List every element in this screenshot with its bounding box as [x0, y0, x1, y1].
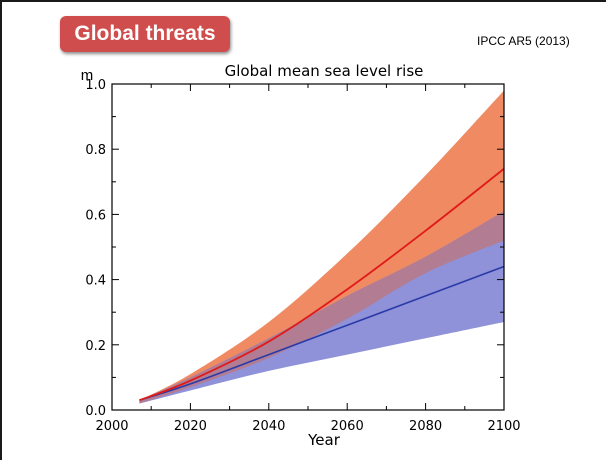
x-tick-label: 2100	[487, 419, 520, 434]
uncertainty-bands	[139, 90, 504, 404]
y-axis-unit: m	[81, 67, 94, 84]
red-median-line	[139, 168, 505, 402]
x-axis-label: Year	[307, 431, 341, 449]
median-lines	[139, 168, 505, 402]
x-tick-label: 2080	[409, 419, 442, 434]
y-tick-label: 0.8	[85, 143, 106, 158]
y-tick-label: 1.0	[85, 78, 106, 93]
slide-tag: Global threats	[60, 16, 230, 52]
y-tick-label: 0.4	[85, 274, 106, 289]
axis-ticks: 2000 2020 2040 2060 2080 2100 0.0 0.2 0.4 0.6 0.8 1…	[85, 78, 520, 434]
red-uncertainty-band	[139, 90, 504, 404]
blue-median-line	[139, 265, 505, 401]
x-tick-label: 2060	[331, 419, 364, 434]
x-tick-label: 2000	[95, 419, 128, 434]
x-tick-label: 2040	[252, 419, 285, 434]
band-overlap	[139, 211, 504, 404]
y-tick-label: 0.6	[85, 208, 106, 223]
chart-title: Global mean sea level rise	[225, 62, 424, 80]
y-tick-label: 0.2	[85, 339, 106, 354]
y-tick-label: 0.0	[85, 404, 106, 419]
source-note: IPCC AR5 (2013)	[477, 34, 570, 48]
x-tick-label: 2020	[174, 419, 207, 434]
